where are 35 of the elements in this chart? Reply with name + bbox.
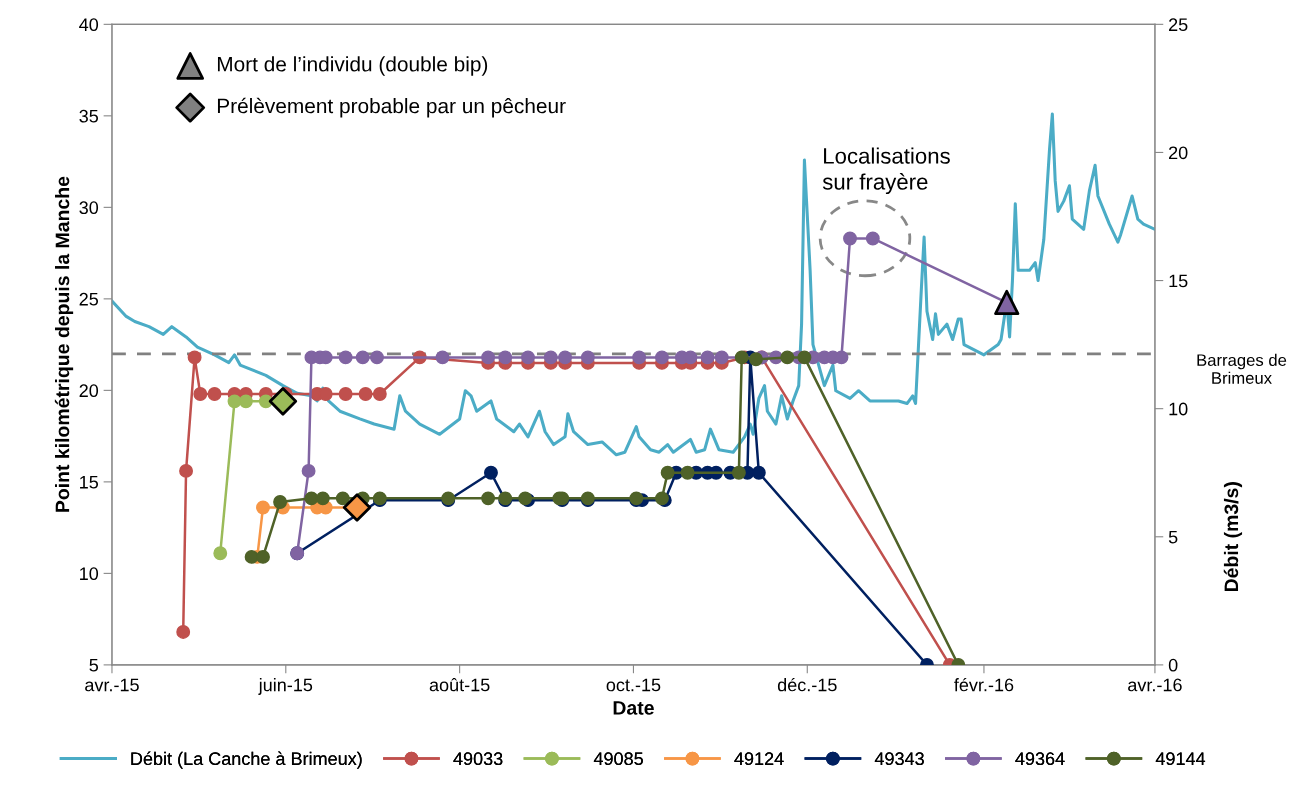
x-tick-label: août-15 [429,678,490,692]
y2-tick-label: 25 [1169,18,1188,32]
y-tick-label: 40 [79,18,99,32]
annotation: Mort de l’individu (double bip) [217,56,488,76]
y2-axis-title: Débit (m3/s) [1223,482,1243,592]
legend-label: 49343 [874,752,924,766]
x-tick-label: avr.-15 [85,678,139,692]
annotation: Prélèvement probable par un pêcheur [217,97,566,118]
x-tick-label: avr.-16 [1128,678,1182,692]
annotation: Localisations sur frayère [822,147,950,195]
y2-tick-label: 20 [1169,146,1188,160]
y2-tick-label: 15 [1169,274,1188,288]
y-tick-label: 30 [79,201,99,215]
y-tick-label: 20 [79,384,99,398]
legend-label: 49033 [453,752,503,766]
y-tick-label: 5 [89,659,99,672]
x-tick-label: oct.-15 [606,678,661,692]
x-tick-label: juin-15 [258,678,313,695]
x-tick-label: déc.-15 [777,677,837,692]
legend-label: 49144 [1155,752,1206,766]
legend-label: 49085 [593,752,643,766]
y2-tick-label: 5 [1168,530,1178,544]
y2-tick-label: 0 [1168,658,1178,672]
y-tick-label: 10 [80,567,99,581]
y-tick-label: 35 [79,109,99,123]
y2-tick-label: 10 [1169,402,1188,416]
legend-label: Débit (La Canche à Brimeux) [131,751,362,769]
x-axis-title: Date [613,701,654,715]
legend-label: 49124 [734,752,784,766]
y-tick-label: 25 [79,292,99,306]
y-axis-title: Point kilométrique depuis la Manche [54,176,74,512]
ref-line-label: Barrages de Brimeux [1197,353,1287,384]
y-tick-label: 15 [80,476,99,489]
x-tick-label: févr.-16 [954,677,1014,692]
legend-label: 49364 [1015,752,1065,766]
